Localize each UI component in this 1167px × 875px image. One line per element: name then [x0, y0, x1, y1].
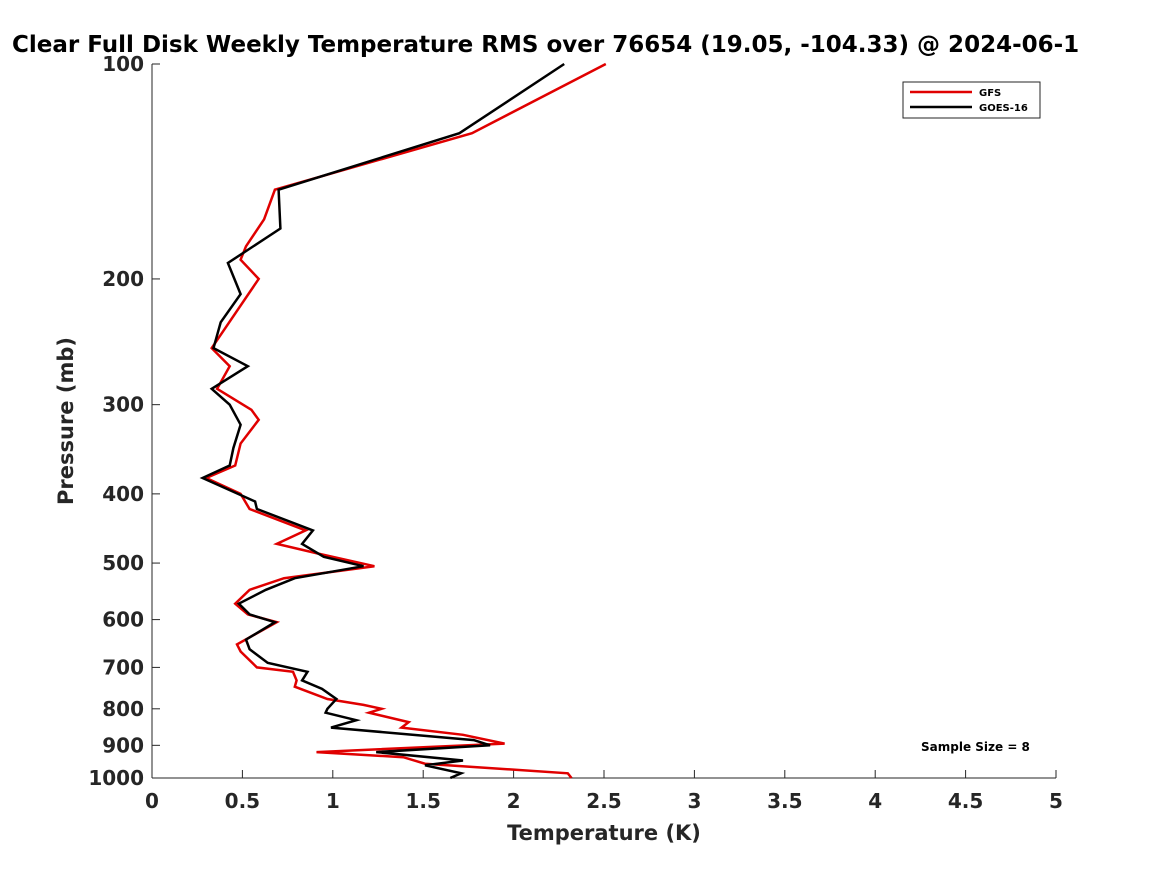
x-tick-label: 4.5	[948, 789, 983, 813]
sample-size-annotation: Sample Size = 8	[921, 740, 1030, 754]
y-axis-label: Pressure (mb)	[54, 337, 78, 505]
legend-label-goes16: GOES-16	[979, 103, 1028, 114]
y-tick-label: 400	[102, 482, 144, 506]
x-tick-label: 1	[326, 789, 340, 813]
series-layer	[199, 62, 607, 780]
legend-box	[902, 81, 1041, 119]
x-tick-label: 3	[687, 789, 701, 813]
legend: GFS GOES-16	[902, 81, 1041, 119]
series-line-gfs	[203, 62, 607, 779]
y-tick-label: 700	[102, 655, 144, 679]
x-tick-label: 0	[145, 789, 159, 813]
y-tick-label: 200	[102, 267, 144, 291]
x-ticks: 0 0.5 1 1.5 2 2.5 3 3.5 4 4.5 5	[145, 770, 1063, 813]
x-tick-label: 0.5	[225, 789, 260, 813]
y-tick-label: 300	[102, 393, 144, 417]
x-tick-label: 4	[868, 789, 882, 813]
x-tick-label: 3.5	[767, 789, 802, 813]
y-tick-label: 100	[102, 52, 144, 76]
y-tick-label: 800	[102, 697, 144, 721]
x-tick-label: 5	[1049, 789, 1063, 813]
x-axis-label: Temperature (K)	[507, 821, 701, 845]
x-tick-label: 2.5	[586, 789, 621, 813]
y-tick-label: 500	[102, 551, 144, 575]
chart-title: Clear Full Disk Weekly Temperature RMS o…	[12, 32, 1079, 58]
y-tick-label: 900	[102, 733, 144, 757]
y-tick-label: 600	[102, 608, 144, 632]
legend-label-gfs: GFS	[979, 88, 1001, 99]
series-line-goes-16	[199, 62, 565, 780]
x-tick-label: 2	[507, 789, 521, 813]
x-tick-label: 1.5	[405, 789, 440, 813]
y-tick-label: 1000	[88, 766, 144, 790]
y-ticks: 100 200 300 400 500 600 700 800 900 1000	[88, 52, 160, 790]
